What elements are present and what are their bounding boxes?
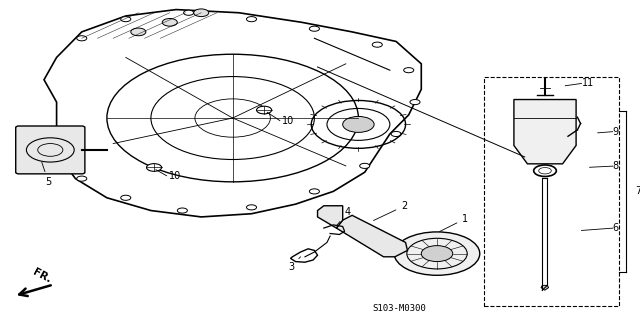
Text: 10: 10 bbox=[282, 116, 294, 126]
Circle shape bbox=[184, 10, 194, 15]
Text: 3: 3 bbox=[288, 257, 301, 271]
Text: 10: 10 bbox=[168, 171, 180, 182]
Circle shape bbox=[58, 151, 68, 156]
Polygon shape bbox=[541, 286, 548, 290]
Circle shape bbox=[147, 164, 161, 171]
Text: 5: 5 bbox=[42, 162, 52, 187]
Circle shape bbox=[391, 131, 401, 137]
Circle shape bbox=[421, 246, 452, 262]
Text: 8: 8 bbox=[612, 161, 619, 171]
Circle shape bbox=[246, 17, 257, 22]
Text: 11: 11 bbox=[582, 78, 594, 88]
Circle shape bbox=[121, 195, 131, 200]
Circle shape bbox=[246, 205, 257, 210]
Text: 4: 4 bbox=[336, 207, 351, 226]
Circle shape bbox=[360, 163, 370, 168]
Polygon shape bbox=[514, 100, 576, 164]
Text: 7: 7 bbox=[635, 186, 640, 197]
Circle shape bbox=[162, 19, 177, 26]
Bar bbox=[484, 77, 620, 306]
Circle shape bbox=[342, 116, 374, 132]
Text: 9: 9 bbox=[612, 127, 619, 137]
Circle shape bbox=[372, 42, 382, 47]
Circle shape bbox=[394, 232, 480, 275]
Circle shape bbox=[309, 189, 319, 194]
Text: S103-M0300: S103-M0300 bbox=[372, 304, 426, 313]
Circle shape bbox=[77, 176, 87, 181]
Circle shape bbox=[194, 9, 209, 17]
Circle shape bbox=[131, 28, 146, 36]
Text: 1: 1 bbox=[440, 214, 468, 232]
Circle shape bbox=[257, 106, 271, 114]
Polygon shape bbox=[317, 206, 342, 228]
Text: 6: 6 bbox=[612, 223, 619, 233]
Circle shape bbox=[404, 68, 413, 73]
Circle shape bbox=[77, 36, 87, 41]
Circle shape bbox=[309, 26, 319, 31]
FancyBboxPatch shape bbox=[16, 126, 85, 174]
Circle shape bbox=[177, 208, 188, 213]
Text: FR.: FR. bbox=[31, 267, 53, 285]
Circle shape bbox=[410, 100, 420, 105]
Text: 2: 2 bbox=[374, 201, 408, 220]
Circle shape bbox=[121, 17, 131, 22]
Polygon shape bbox=[337, 215, 408, 257]
